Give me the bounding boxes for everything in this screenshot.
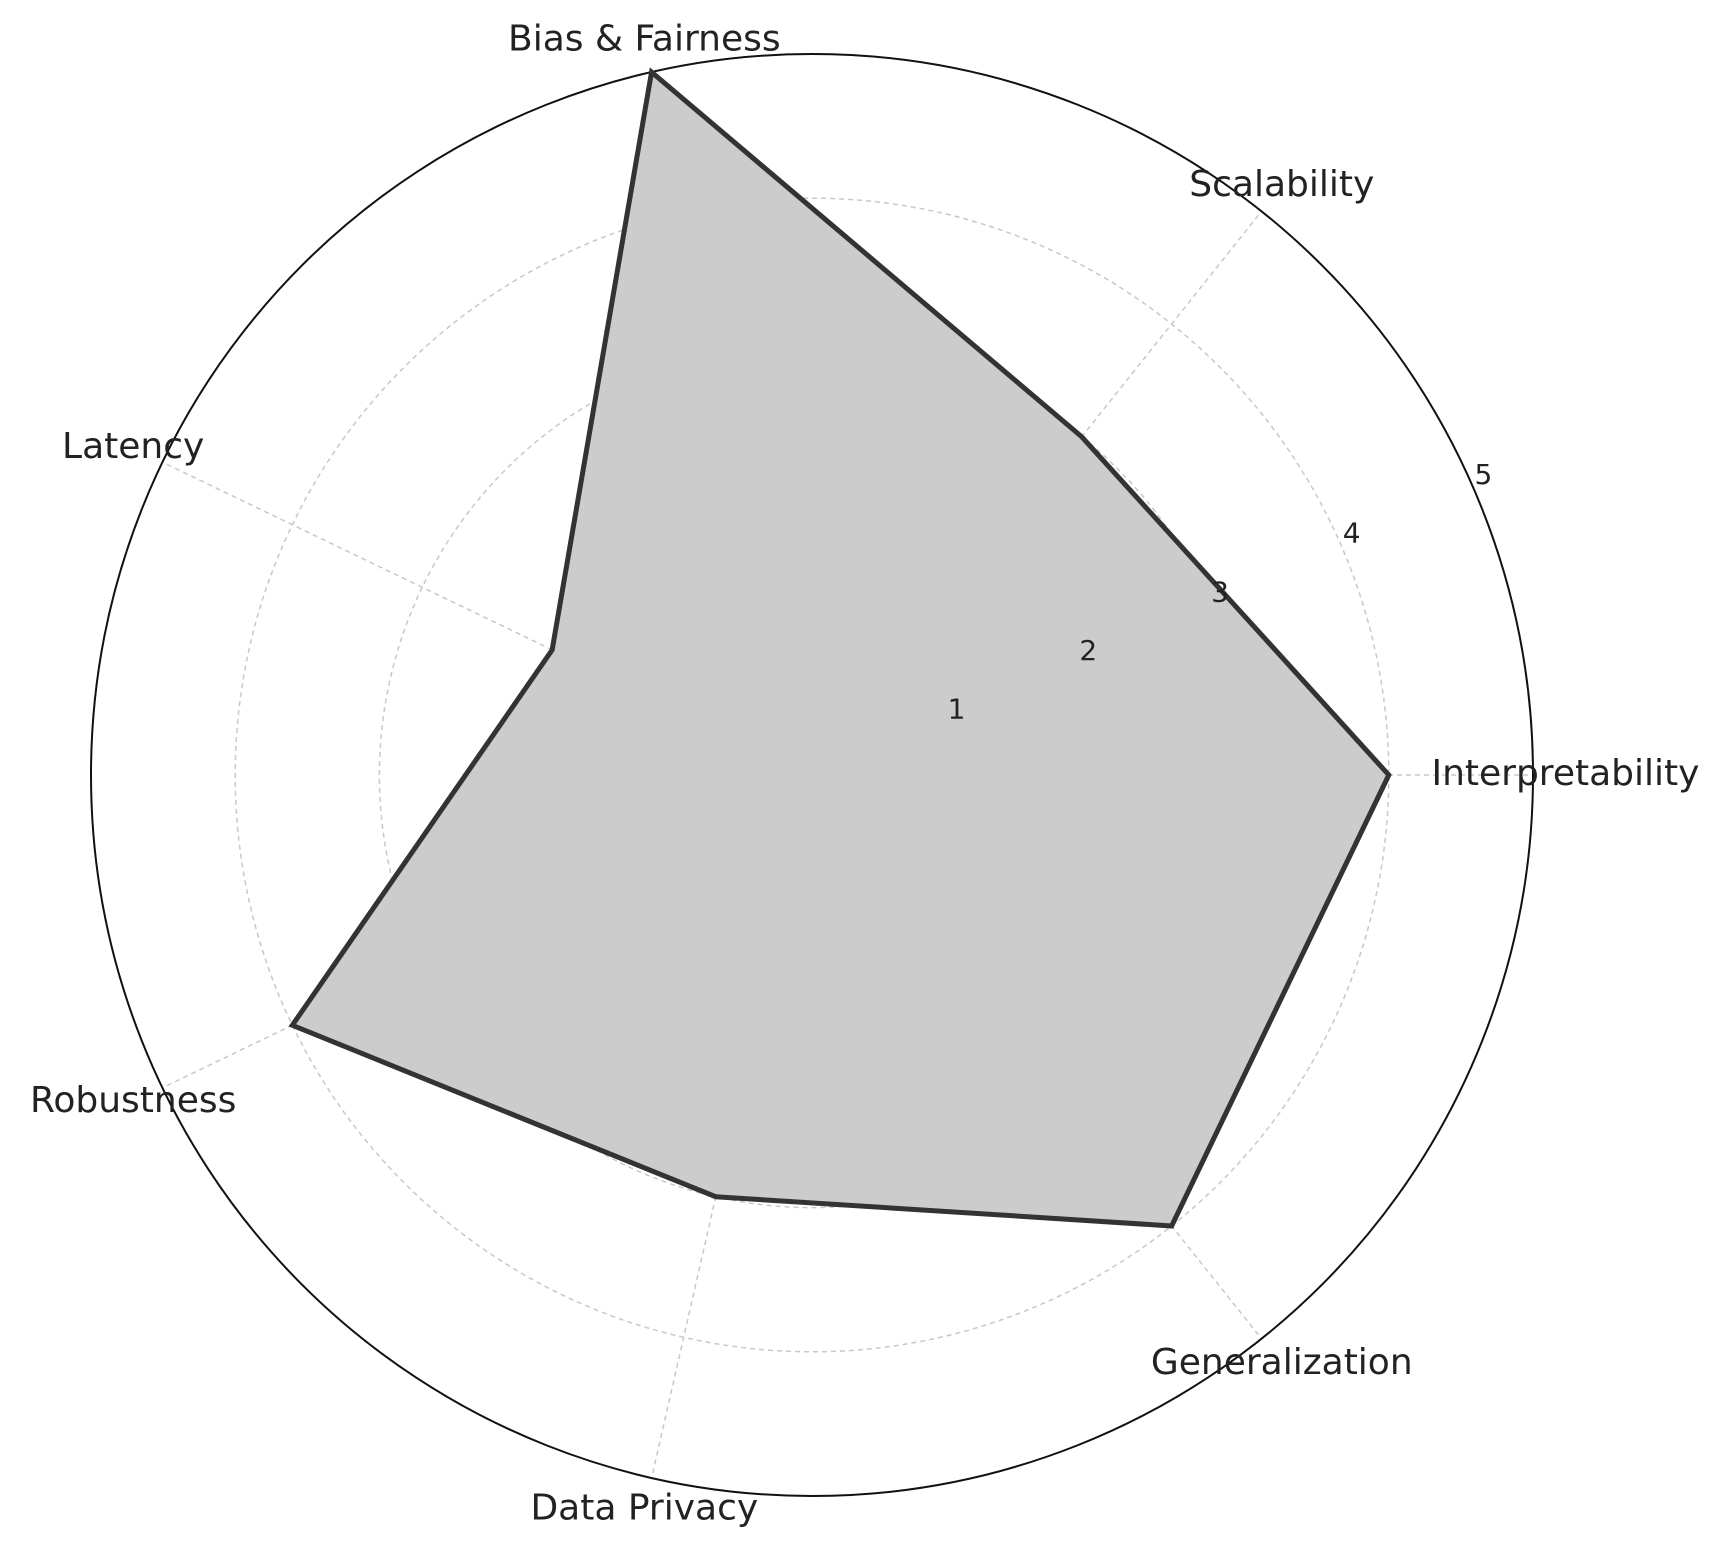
r-tick-label: 1 (948, 693, 966, 726)
category-label: Latency (62, 426, 204, 467)
category-label: Scalability (1189, 164, 1374, 205)
category-label: Robustness (30, 1080, 236, 1121)
r-tick-label: 4 (1343, 517, 1361, 550)
outer-frame (90, 53, 1534, 1497)
r-tick-label: 2 (1079, 634, 1097, 667)
category-label: Interpretability (1431, 753, 1699, 794)
category-label: Data Privacy (530, 1488, 758, 1529)
radar-area (288, 67, 1392, 1229)
category-label: Bias & Fairness (508, 18, 781, 59)
r-tick-label: 3 (1211, 575, 1229, 608)
category-label: Generalization (1151, 1342, 1413, 1383)
r-tick-label: 5 (1475, 458, 1493, 491)
